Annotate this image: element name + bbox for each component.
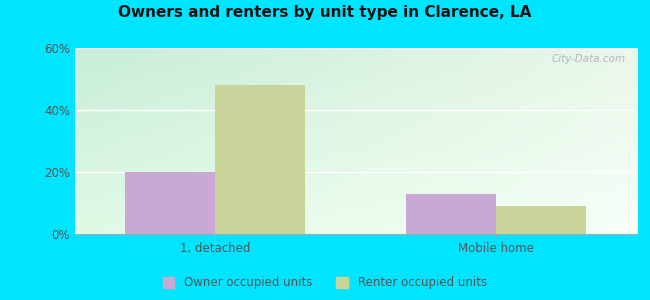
Bar [406,194,497,234]
Text: City-Data.com: City-Data.com [552,54,626,64]
Bar [125,172,215,234]
Bar [215,85,306,234]
Bar [497,206,586,234]
Text: Owners and renters by unit type in Clarence, LA: Owners and renters by unit type in Clare… [118,4,532,20]
Legend: Owner occupied units, Renter occupied units: Owner occupied units, Renter occupied un… [159,272,491,294]
